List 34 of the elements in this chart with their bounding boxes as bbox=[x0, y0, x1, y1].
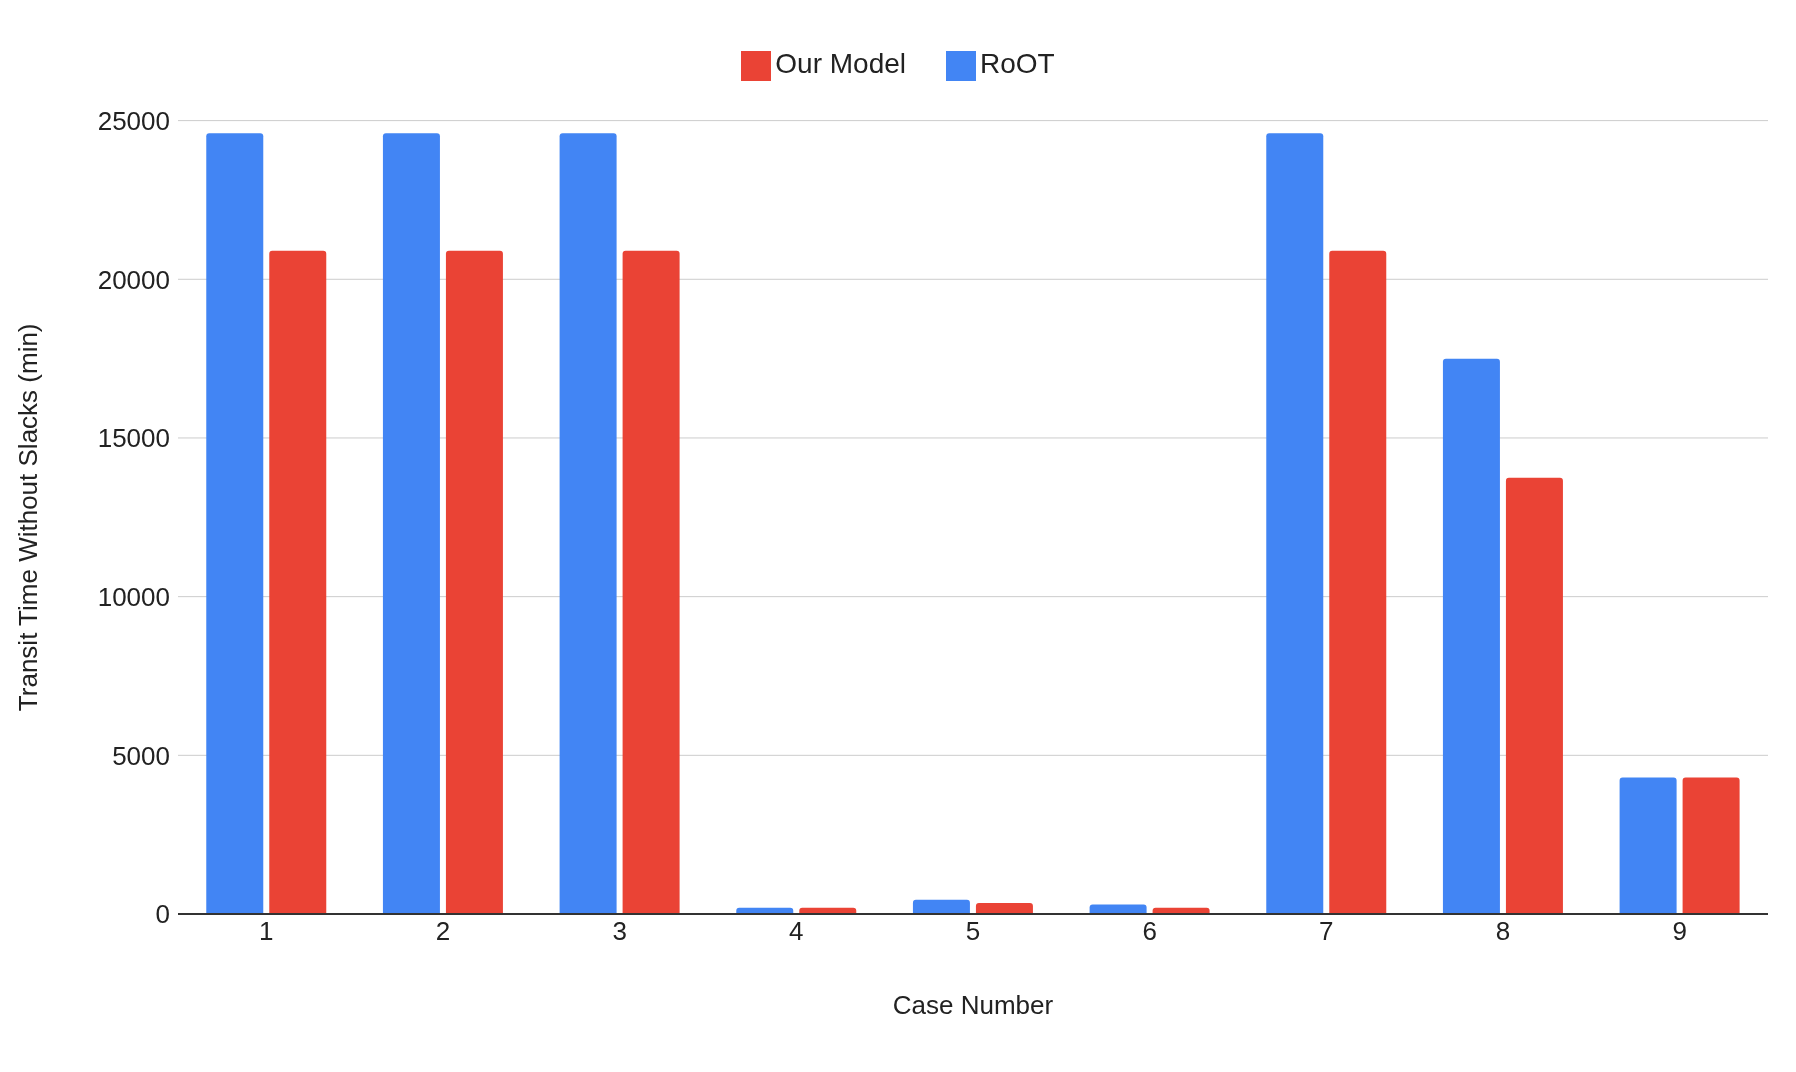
bar bbox=[445, 250, 503, 914]
x-tick-label: 9 bbox=[1672, 916, 1687, 947]
bar bbox=[1329, 250, 1387, 914]
x-tick-label: 7 bbox=[1319, 916, 1334, 947]
y-tick-label: 20000 bbox=[97, 264, 170, 295]
bar bbox=[1682, 777, 1740, 914]
x-axis-title: Case Number bbox=[892, 990, 1054, 1020]
x-tick-label: 4 bbox=[789, 916, 804, 947]
bar bbox=[1442, 358, 1500, 914]
y-tick-label: 15000 bbox=[97, 423, 170, 454]
x-tick-label: 5 bbox=[965, 916, 981, 947]
bar bbox=[1619, 777, 1677, 914]
y-tick-label: 25000 bbox=[97, 105, 170, 136]
bar bbox=[1266, 133, 1324, 914]
y-tick-label: 5000 bbox=[112, 740, 170, 771]
x-tick-label: 8 bbox=[1495, 916, 1511, 947]
legend-label: RoOT bbox=[980, 48, 1055, 79]
x-tick-label: 1 bbox=[259, 916, 274, 947]
y-tick-label: 10000 bbox=[97, 581, 170, 612]
x-tick-label: 2 bbox=[435, 916, 451, 947]
bar bbox=[912, 899, 970, 914]
bar bbox=[382, 133, 440, 914]
x-tick-label: 6 bbox=[1142, 916, 1157, 947]
bar bbox=[1505, 477, 1563, 914]
legend-label: Our Model bbox=[775, 48, 907, 79]
bar bbox=[1089, 904, 1147, 914]
y-axis-title: Transit Time Without Slacks (min) bbox=[13, 323, 44, 712]
bar bbox=[559, 133, 617, 914]
bar bbox=[622, 250, 680, 914]
bar bbox=[975, 902, 1033, 914]
bar bbox=[206, 133, 264, 914]
bar bbox=[269, 250, 327, 914]
x-tick-label: 3 bbox=[612, 916, 627, 947]
y-tick-label: 0 bbox=[155, 899, 170, 930]
